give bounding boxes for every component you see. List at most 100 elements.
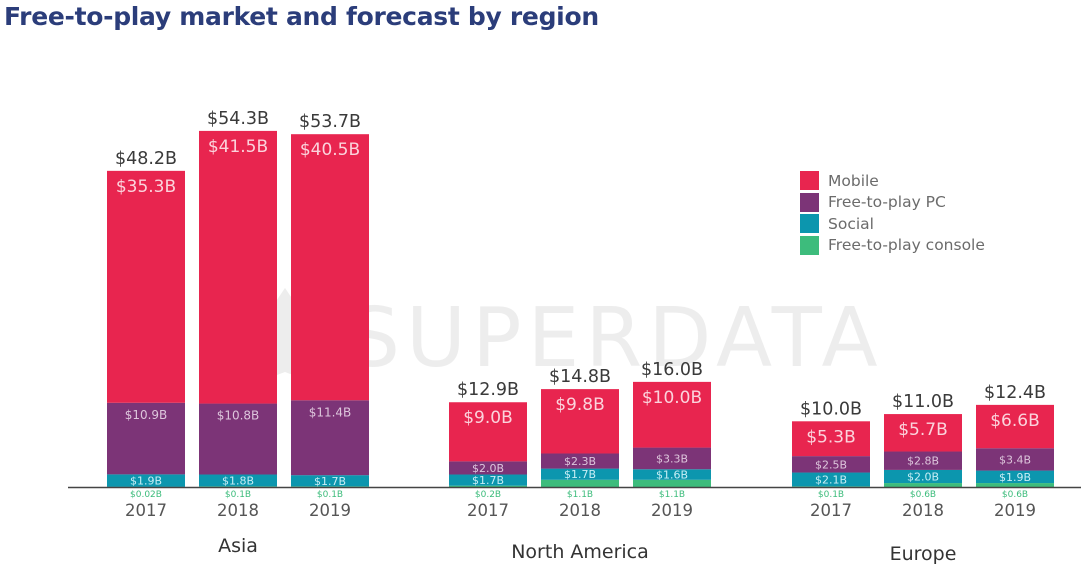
mobile-label-north-america-2017: $9.0B bbox=[463, 408, 513, 428]
bar-pc-europe-2017 bbox=[792, 456, 870, 473]
console-label-asia-2017: $0.02B bbox=[130, 490, 162, 500]
bar-pc-europe-2018 bbox=[884, 451, 962, 470]
year-label-asia-2019: 2019 bbox=[309, 501, 351, 520]
legend-label-console: Free-to-play console bbox=[828, 236, 985, 255]
console-label-europe-2019: $0.6B bbox=[1002, 490, 1028, 500]
console-label-asia-2018: $0.1B bbox=[225, 490, 251, 500]
year-label-north-america-2017: 2017 bbox=[467, 501, 509, 520]
total-label-asia-2017: $48.2B bbox=[115, 149, 177, 169]
legend-swatch-mobile bbox=[800, 171, 819, 191]
bar-social-asia-2018 bbox=[199, 474, 277, 487]
region-label-north-america: North America bbox=[511, 541, 649, 563]
watermark-text: SUPERDATA bbox=[348, 291, 884, 386]
legend-swatch-social bbox=[800, 214, 819, 234]
bar-pc-asia-2018 bbox=[199, 403, 277, 475]
social-label-europe-2019: $1.9B bbox=[999, 471, 1031, 484]
social-label-asia-2018: $1.8B bbox=[222, 474, 254, 487]
legend-swatch-console bbox=[800, 235, 819, 255]
mobile-label-asia-2019: $40.5B bbox=[300, 140, 360, 160]
total-label-europe-2019: $12.4B bbox=[984, 383, 1046, 403]
bar-pc-asia-2017 bbox=[107, 402, 185, 475]
bar-social-north-america-2017 bbox=[449, 474, 527, 486]
bar-social-asia-2019 bbox=[291, 475, 369, 487]
mobile-label-north-america-2018: $9.8B bbox=[555, 395, 605, 415]
total-label-north-america-2017: $12.9B bbox=[457, 380, 519, 400]
social-label-north-america-2019: $1.6B bbox=[656, 469, 688, 482]
bar-pc-north-america-2018 bbox=[541, 453, 619, 469]
mobile-label-europe-2017: $5.3B bbox=[806, 427, 856, 447]
social-label-asia-2019: $1.7B bbox=[314, 475, 346, 488]
social-label-north-america-2018: $1.7B bbox=[564, 468, 596, 481]
console-label-europe-2018: $0.6B bbox=[910, 490, 936, 500]
social-label-asia-2017: $1.9B bbox=[130, 475, 162, 488]
pc-label-north-america-2017: $2.0B bbox=[472, 462, 504, 475]
bar-console-north-america-2018 bbox=[541, 479, 619, 487]
total-label-north-america-2019: $16.0B bbox=[641, 360, 703, 380]
bar-console-asia-2018 bbox=[199, 486, 277, 487]
social-label-north-america-2017: $1.7B bbox=[472, 474, 504, 487]
total-label-europe-2017: $10.0B bbox=[800, 399, 862, 419]
bar-console-europe-2019 bbox=[976, 483, 1054, 487]
region-label-asia: Asia bbox=[218, 535, 258, 557]
total-label-asia-2019: $53.7B bbox=[299, 112, 361, 132]
bar-mobile-north-america-2018 bbox=[541, 389, 619, 454]
bar-mobile-asia-2018 bbox=[199, 130, 277, 404]
bar-mobile-north-america-2019 bbox=[633, 381, 711, 448]
bar-mobile-asia-2017 bbox=[107, 170, 185, 403]
bar-mobile-asia-2019 bbox=[291, 134, 369, 401]
bar-console-europe-2018 bbox=[884, 483, 962, 487]
mobile-label-asia-2018: $41.5B bbox=[208, 137, 268, 157]
console-label-north-america-2019: $1.1B bbox=[659, 490, 685, 500]
year-label-europe-2019: 2019 bbox=[994, 501, 1036, 520]
mobile-label-north-america-2019: $10.0B bbox=[642, 388, 702, 408]
year-label-europe-2017: 2017 bbox=[810, 501, 852, 520]
pc-label-asia-2017: $10.9B bbox=[125, 408, 168, 422]
total-label-europe-2018: $11.0B bbox=[892, 392, 954, 412]
year-label-asia-2017: 2017 bbox=[125, 501, 167, 520]
mobile-label-asia-2017: $35.3B bbox=[116, 177, 176, 197]
legend-label-social: Social bbox=[828, 214, 874, 233]
social-label-europe-2017: $2.1B bbox=[815, 473, 847, 486]
mobile-label-europe-2018: $5.7B bbox=[898, 420, 948, 440]
legend-swatch-pc bbox=[800, 192, 819, 212]
chart-title: Free-to-play market and forecast by regi… bbox=[4, 2, 599, 31]
bar-console-europe-2017 bbox=[792, 486, 870, 487]
bar-mobile-europe-2019 bbox=[976, 404, 1054, 449]
bar-mobile-north-america-2017 bbox=[449, 402, 527, 462]
bars-layer bbox=[107, 130, 1054, 487]
bar-pc-north-america-2019 bbox=[633, 447, 711, 470]
bar-social-europe-2019 bbox=[976, 470, 1054, 484]
bar-console-north-america-2019 bbox=[633, 479, 711, 487]
pc-label-europe-2017: $2.5B bbox=[815, 458, 847, 471]
console-label-north-america-2017: $0.2B bbox=[475, 490, 501, 500]
bar-pc-europe-2019 bbox=[976, 448, 1054, 471]
legend: Mobile Free-to-play PC Social Free-to-pl… bbox=[800, 170, 985, 256]
bar-pc-north-america-2017 bbox=[449, 461, 527, 475]
legend-item-mobile: Mobile bbox=[800, 170, 985, 192]
bar-social-north-america-2019 bbox=[633, 469, 711, 480]
bar-console-north-america-2017 bbox=[449, 485, 527, 487]
year-label-europe-2018: 2018 bbox=[902, 501, 944, 520]
legend-item-social: Social bbox=[800, 213, 985, 235]
bar-social-europe-2017 bbox=[792, 472, 870, 487]
year-label-north-america-2019: 2019 bbox=[651, 501, 693, 520]
year-label-asia-2018: 2018 bbox=[217, 501, 259, 520]
total-label-asia-2018: $54.3B bbox=[207, 109, 269, 129]
pc-label-north-america-2018: $2.3B bbox=[564, 455, 596, 468]
bar-mobile-europe-2017 bbox=[792, 421, 870, 457]
bar-social-north-america-2018 bbox=[541, 468, 619, 480]
social-label-europe-2018: $2.0B bbox=[907, 470, 939, 483]
pc-label-europe-2018: $2.8B bbox=[907, 455, 939, 468]
bar-console-asia-2019 bbox=[291, 486, 369, 487]
bar-mobile-europe-2018 bbox=[884, 414, 962, 452]
legend-label-pc: Free-to-play PC bbox=[828, 193, 946, 212]
console-label-europe-2017: $0.1B bbox=[818, 490, 844, 500]
console-label-asia-2019: $0.1B bbox=[317, 490, 343, 500]
bar-pc-asia-2019 bbox=[291, 400, 369, 476]
year-label-north-america-2018: 2018 bbox=[559, 501, 601, 520]
region-label-europe: Europe bbox=[890, 543, 957, 565]
watermark: SUPERDATA bbox=[234, 288, 884, 386]
legend-item-pc: Free-to-play PC bbox=[800, 192, 985, 214]
pc-label-europe-2019: $3.4B bbox=[999, 453, 1031, 466]
